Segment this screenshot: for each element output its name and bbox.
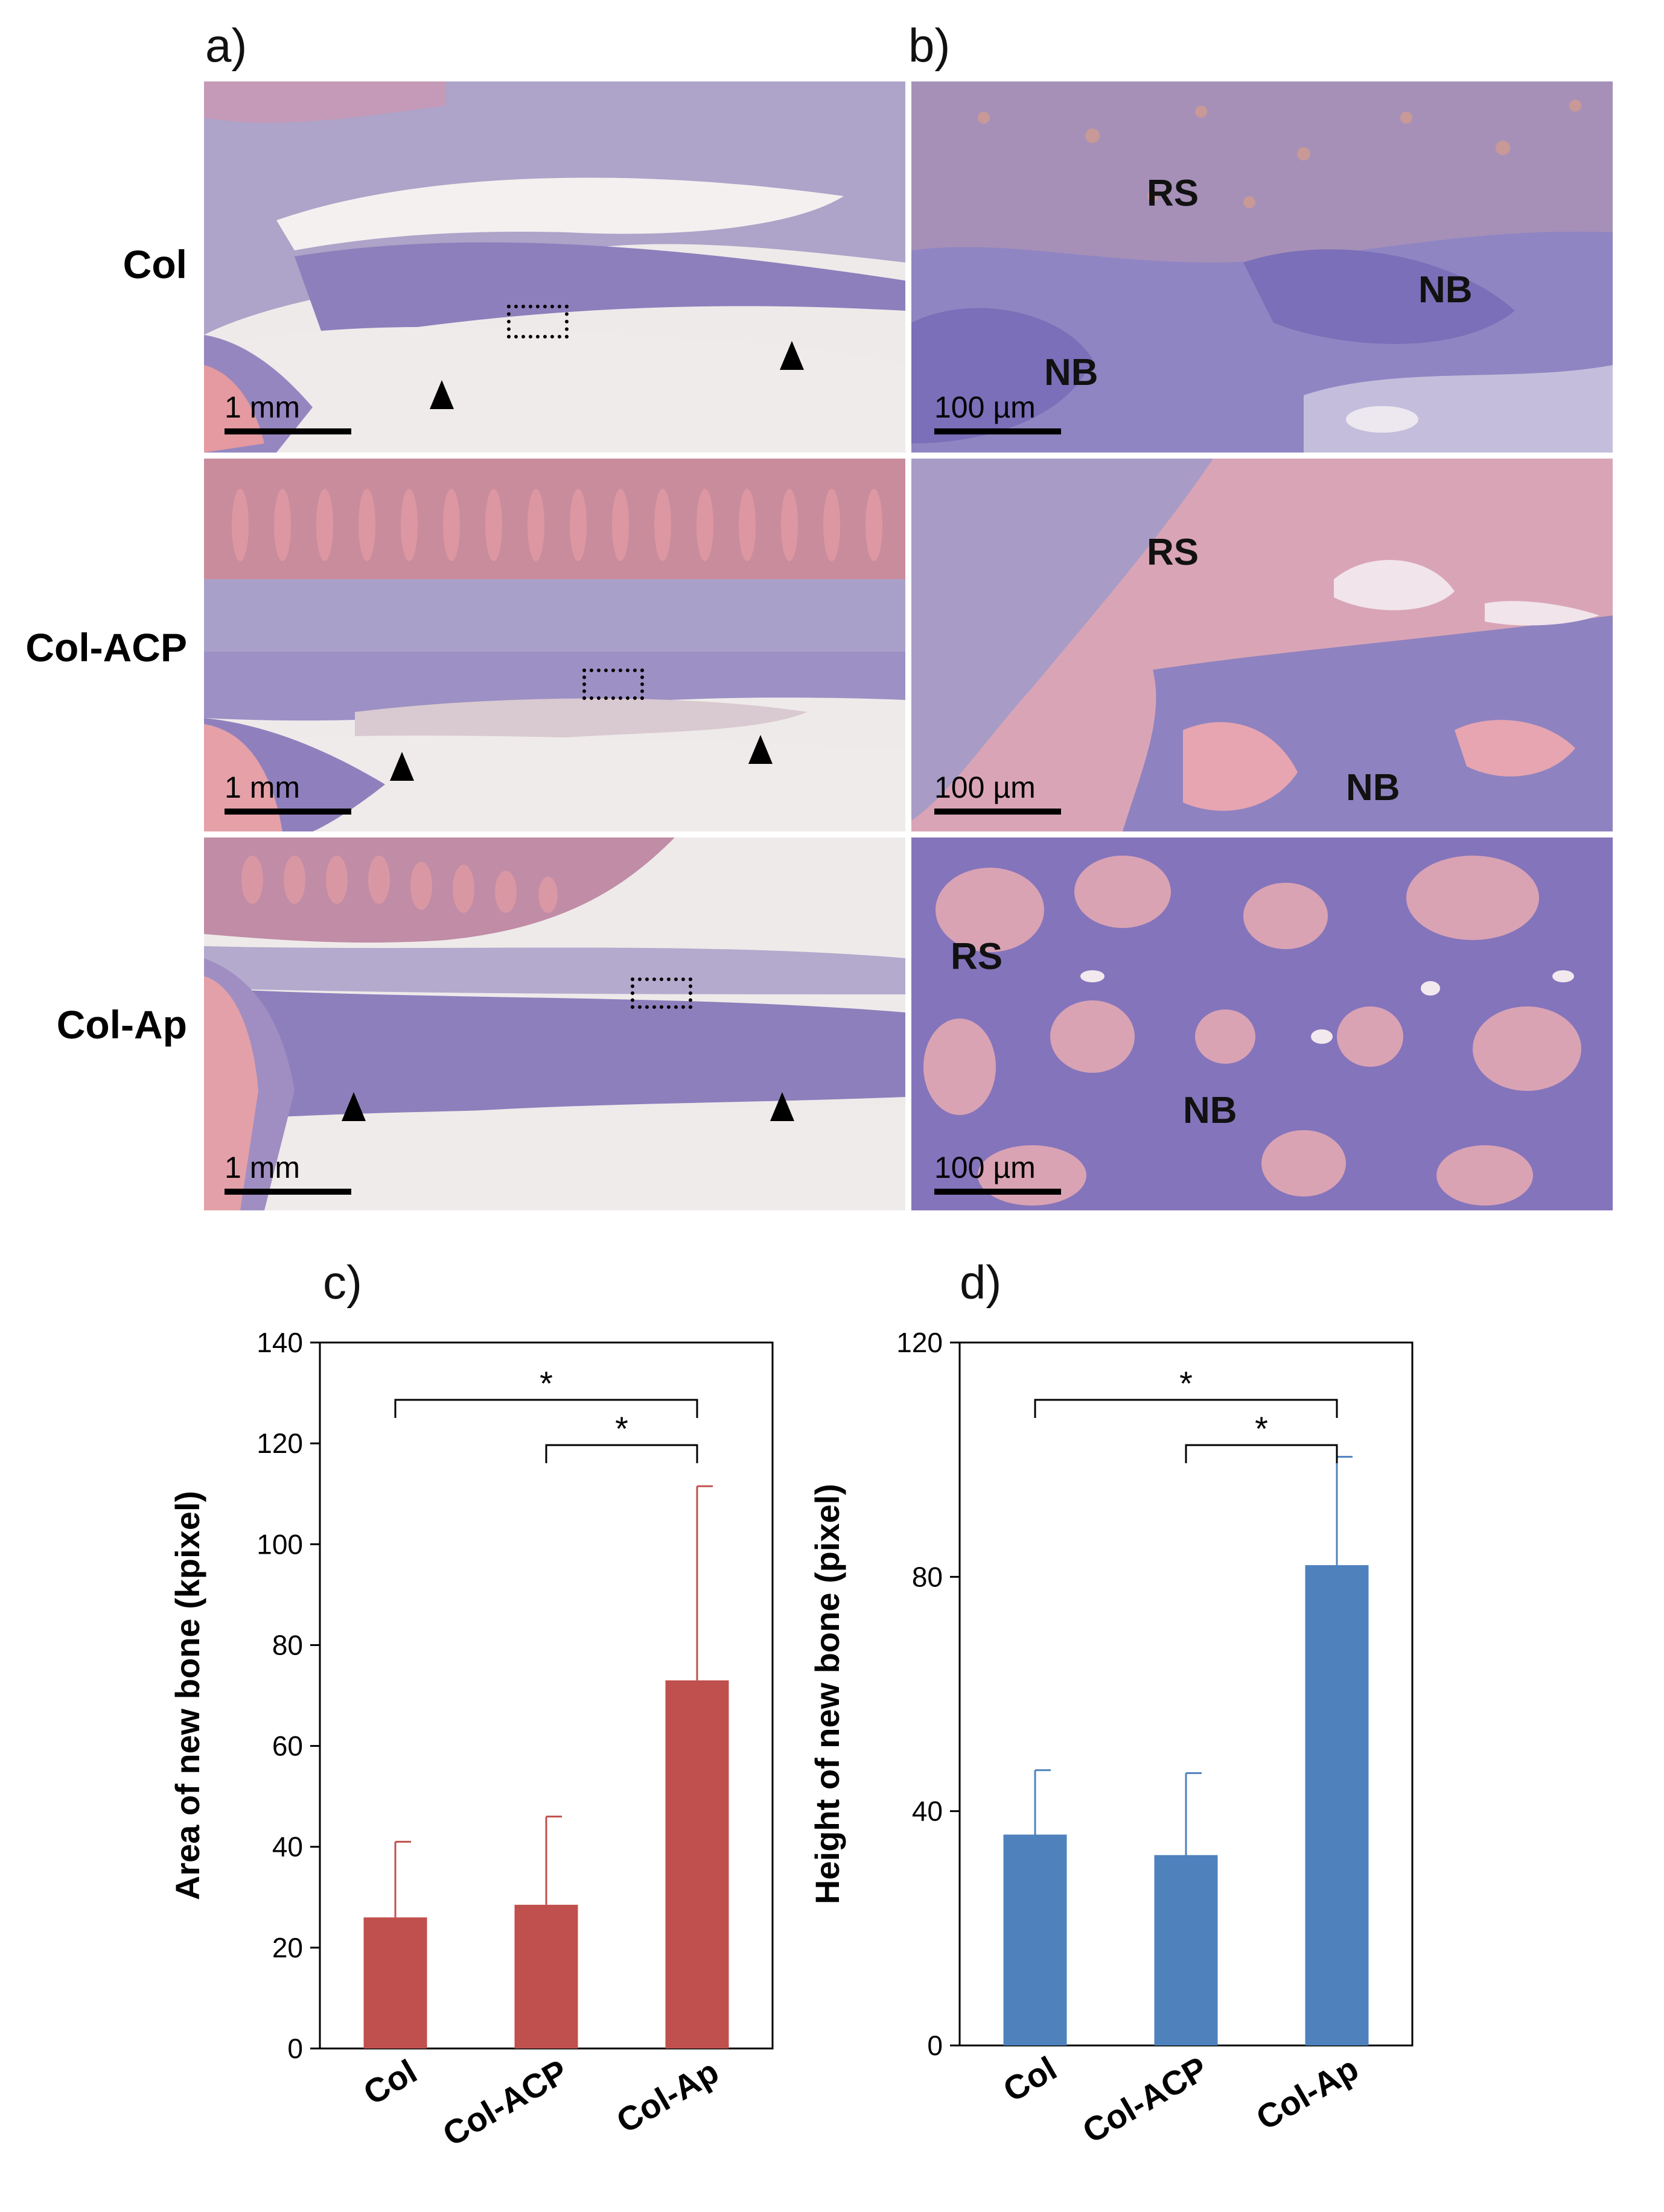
micrograph-a-col-ap (204, 837, 905, 1210)
row-label-col-acp: Col-ACP (25, 625, 187, 670)
y-tick-label: 120 (896, 1327, 943, 1358)
significance-star: * (1255, 1410, 1268, 1448)
defect-margin-arrow-right (780, 341, 804, 370)
bar (1154, 1855, 1218, 2045)
micrograph-a-col-acp (204, 459, 905, 831)
scale-bar-label: 100 µm (934, 1151, 1036, 1184)
scale-bar-label: 1 mm (225, 771, 300, 804)
label-nb: NB (1418, 269, 1473, 311)
panel-label-d: d) (960, 1256, 1002, 1309)
significance-star: * (1179, 1364, 1193, 1402)
y-tick-label: 140 (257, 1327, 303, 1358)
bar (1003, 1834, 1067, 2045)
x-tick-label: Col-Ap (1250, 2049, 1365, 2137)
y-axis-title: Height of new bone (pixel) (808, 1484, 846, 1904)
micrograph-b-col (911, 81, 1613, 453)
scale-bar-b-col-ap: 100 µm (934, 1146, 1061, 1195)
label-nb: NB (1183, 1090, 1237, 1131)
significance-bracket (1034, 1399, 1338, 1418)
significance-bracket (545, 1444, 698, 1463)
scale-bar-b-col: 100 µm (934, 386, 1061, 434)
roi-box-a-col-acp (582, 669, 644, 700)
label-rs: RS (1147, 173, 1199, 214)
x-tick-label: Col-ACP (1076, 2049, 1214, 2150)
label-rs: RS (1147, 532, 1199, 573)
label-rs: RS (951, 936, 1003, 977)
micrograph-a-col (204, 81, 905, 453)
significance-bracket (1185, 1444, 1338, 1463)
significance-star: * (540, 1364, 553, 1402)
bar (1305, 1565, 1369, 2045)
scale-bar-label: 1 mm (225, 390, 300, 424)
significance-bracket (394, 1399, 698, 1418)
y-tick-label: 40 (272, 1831, 303, 1863)
y-tick-label: 120 (257, 1428, 303, 1459)
panel-label-a: a) (205, 19, 247, 72)
y-tick-label: 0 (927, 2030, 943, 2061)
y-tick-label: 0 (287, 2033, 303, 2064)
bar (665, 1680, 729, 2048)
scale-bar-a-col-acp: 1 mm (225, 766, 351, 815)
micrograph-b-col-ap (911, 837, 1613, 1210)
panel-label-b: b) (908, 19, 951, 72)
label-nb: NB (1346, 767, 1400, 809)
scale-bar-label: 100 µm (934, 771, 1036, 804)
label-nb: NB (1044, 352, 1098, 393)
row-label-col: Col (123, 242, 187, 287)
bar (363, 1917, 427, 2048)
defect-margin-arrow-right (770, 1092, 794, 1121)
panel-label-c: c) (323, 1256, 362, 1309)
defect-margin-arrow-left (390, 752, 414, 781)
y-tick-label: 40 (912, 1796, 943, 1827)
scale-bar-a-col: 1 mm (225, 386, 351, 434)
roi-box-a-col-ap (631, 977, 692, 1009)
scale-bar-a-col-ap: 1 mm (225, 1146, 351, 1195)
scale-bar-label: 100 µm (934, 390, 1036, 424)
x-tick-label: Col (996, 2049, 1063, 2109)
y-tick-label: 20 (272, 1932, 303, 1963)
y-tick-label: 80 (912, 1561, 943, 1592)
scale-bar-label: 1 mm (225, 1151, 300, 1184)
y-tick-label: 80 (272, 1629, 303, 1661)
defect-margin-arrow-right (748, 735, 773, 764)
defect-margin-arrow-left (430, 380, 454, 409)
defect-margin-arrow-left (342, 1092, 366, 1121)
y-axis-title: Area of new bone (kpixel) (168, 1491, 206, 1900)
micrograph-b-col-acp (911, 459, 1613, 831)
scale-bar-b-col-acp: 100 µm (934, 766, 1061, 815)
y-tick-label: 100 (257, 1528, 303, 1560)
bar (514, 1904, 578, 2048)
row-label-col-ap: Col-Ap (56, 1002, 187, 1047)
y-tick-label: 60 (272, 1731, 303, 1762)
roi-box-a-col (507, 305, 569, 338)
significance-star: * (615, 1410, 628, 1448)
